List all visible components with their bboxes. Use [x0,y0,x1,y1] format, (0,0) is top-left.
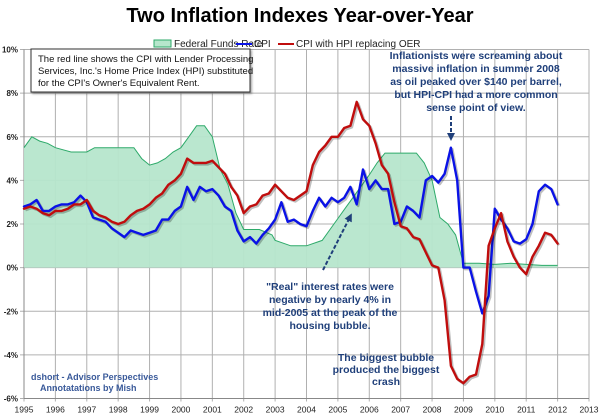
series-line-federal-funds-rate [23,125,558,266]
legend-item-hpi-cpi: CPI with HPI replacing OER [278,39,421,50]
bubble-line-1: The biggest bubble [338,352,434,364]
y-tick-label: 8% [6,89,18,98]
series-line-cpi [22,146,559,315]
note-box-frame [30,48,251,93]
legend-item-fed-funds: Federal Funds Rate [153,39,263,50]
note-box-line-2: Services, Inc.'s Home Price Index (HPI) … [38,66,253,77]
credit-line-2: Annotatations by Mish [40,383,137,393]
inflationists-line-5: sense point of view. [426,102,525,114]
real-rates-line-4: housing bubble. [289,320,370,332]
bubble-line-2: produced the biggest [333,364,440,376]
inflationists-line-1: Inflationists were screaming about [390,50,563,62]
series-area-federal-funds-rate [24,125,558,268]
legend: Federal Funds Rate CPI CPI with HPI repl… [153,39,421,50]
x-tick-label: 2013 [580,405,599,415]
x-tick-label: 2008 [423,405,442,415]
real-rates-line-2: negative by nearly 4% in [269,294,391,306]
inflationists-annotation: Inflationists were screaming about massi… [390,50,563,141]
x-tick-label: 2009 [454,405,473,415]
x-tick-label: 1999 [140,405,159,415]
x-axis: 1995 1996 1997 1998 1999 2000 2001 2002 2003 2004… [15,405,599,415]
real-rates-line-1: "Real" interest rates were [266,281,394,293]
x-tick-label: 1998 [109,405,128,415]
x-tick-label: 2011 [517,405,536,415]
credit-line-1: dshort - Advisor Perspectives [31,372,158,382]
x-tick-label: 2007 [391,405,410,415]
real-rates-line-3: mid-2005 at the peak of the [263,307,398,319]
y-tick-label: 4% [6,176,18,185]
x-tick-label: 1996 [46,405,65,415]
y-tick-label: -2% [4,307,18,316]
chart-title: Two Inflation Indexes Year-over-Year [126,5,473,27]
y-tick-label: 0% [6,264,18,273]
legend-label-hpi-cpi: CPI with HPI replacing OER [296,39,421,50]
credit: dshort - Advisor Perspectives Annotatati… [31,372,158,393]
bubble-annotation: The biggest bubble produced the biggest … [333,352,440,388]
y-tick-label: -6% [4,395,18,404]
bubble-line-3: crash [372,376,400,388]
x-tick-label: 2000 [171,405,190,415]
x-tick-label: 2001 [203,405,222,415]
y-tick-label: -4% [4,351,18,360]
y-tick-label: 6% [6,133,18,142]
x-tick-label: 2003 [266,405,285,415]
x-tick-label: 2012 [548,405,567,415]
legend-item-cpi: CPI [236,39,271,50]
note-box-line-3: for the CPI's Owner's Equivalent Rent. [38,78,200,89]
series-line-cpi-with-hpi-replacing-oer [22,100,559,385]
legend-label-cpi: CPI [254,39,271,50]
y-axis: 10% 8% 6% 4% 2% 0% -2% -4% -6% [2,46,18,404]
x-tick-label: 2006 [360,405,379,415]
x-tick-label: 2004 [297,405,316,415]
legend-label-fed-funds: Federal Funds Rate [174,39,263,50]
x-tick-label: 2010 [485,405,504,415]
real-rates-arrow [322,213,352,271]
x-tick-label: 2005 [328,405,347,415]
y-tick-label: 10% [2,46,18,55]
x-tick-label: 1995 [15,405,34,415]
note-box: The red line shows the CPI with Lender P… [30,48,253,93]
legend-swatch-fed-funds [153,39,172,48]
note-box-line-1: The red line shows the CPI with Lender P… [38,54,253,65]
inflationists-line-3: as oil peaked over $140 per barrel, [390,76,562,88]
inflationists-line-2: massive inflation in summer 2008 [392,63,560,75]
x-tick-label: 1997 [77,405,96,415]
x-tick-label: 2002 [234,405,253,415]
y-tick-label: 2% [6,220,18,229]
inflationists-line-4: but HPI-CPI had a more common [394,89,557,101]
series-layer [22,100,561,386]
real-rates-annotation: "Real" interest rates were negative by n… [263,213,398,332]
